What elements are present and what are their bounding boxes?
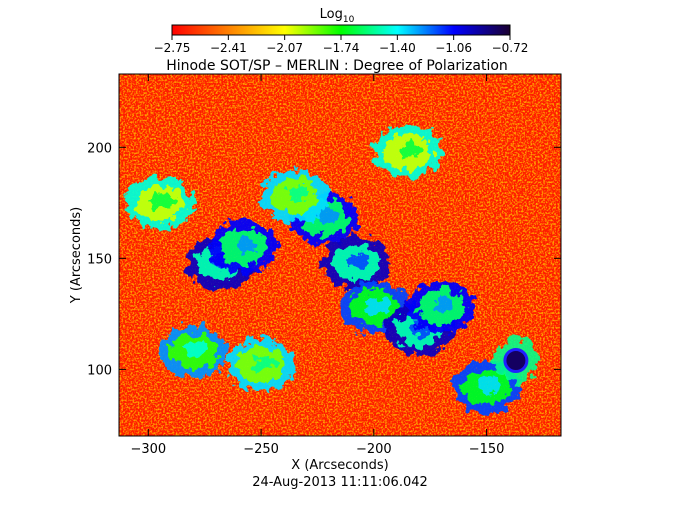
- colorbar-tick-label: −2.07: [266, 41, 303, 55]
- colorbar-label: Log10: [320, 7, 355, 25]
- y-axis-label: Y (Arcseconds): [69, 207, 84, 304]
- network-region-core: [235, 237, 258, 254]
- network-region-core: [365, 297, 388, 314]
- network-region-core: [151, 192, 174, 209]
- pore: [503, 347, 529, 373]
- network-region-core: [286, 186, 309, 203]
- colorbar-tick-label: −2.41: [210, 41, 247, 55]
- network-region-core: [316, 208, 339, 225]
- x-axis-label: X (Arcseconds): [291, 458, 388, 473]
- colorbar-tick-label: −1.40: [379, 41, 416, 55]
- network-region-core: [185, 341, 208, 358]
- colorbar-tick-label: −2.75: [154, 41, 191, 55]
- colorbar-ticks: −2.75 −2.41 −2.07 −1.74 −1.40 −1.06 −0.72: [154, 35, 529, 55]
- heatmap-image: [119, 74, 561, 436]
- y-axis: 100 150 200: [87, 141, 561, 378]
- network-region-core: [347, 252, 370, 269]
- network-region-core: [399, 141, 422, 158]
- colorbar-tick-label: −0.72: [492, 41, 529, 55]
- colorbar: [171, 24, 511, 36]
- timestamp: 24-Aug-2013 11:11:06.042: [252, 475, 428, 490]
- colorbar-tick-label: −1.06: [435, 41, 472, 55]
- y-tick-label: 200: [87, 141, 112, 156]
- network-region-core: [478, 377, 501, 394]
- network-region-core: [253, 354, 276, 371]
- heatmap-noise-overlay: [119, 74, 561, 436]
- x-axis: −300 −250 −200 −150: [130, 74, 504, 457]
- network-region-core: [433, 297, 456, 314]
- x-tick-label: −250: [243, 442, 279, 457]
- network-regions: [125, 125, 538, 414]
- colorbar-tick-label: −1.74: [323, 41, 360, 55]
- x-tick-label: −150: [469, 442, 505, 457]
- x-tick-label: −200: [356, 442, 392, 457]
- x-tick-label: −300: [130, 442, 166, 457]
- y-tick-label: 150: [87, 252, 112, 267]
- chart-title: Hinode SOT/SP – MERLIN : Degree of Polar…: [166, 58, 508, 74]
- y-tick-label: 100: [87, 363, 112, 378]
- plot-frame: [118, 73, 562, 437]
